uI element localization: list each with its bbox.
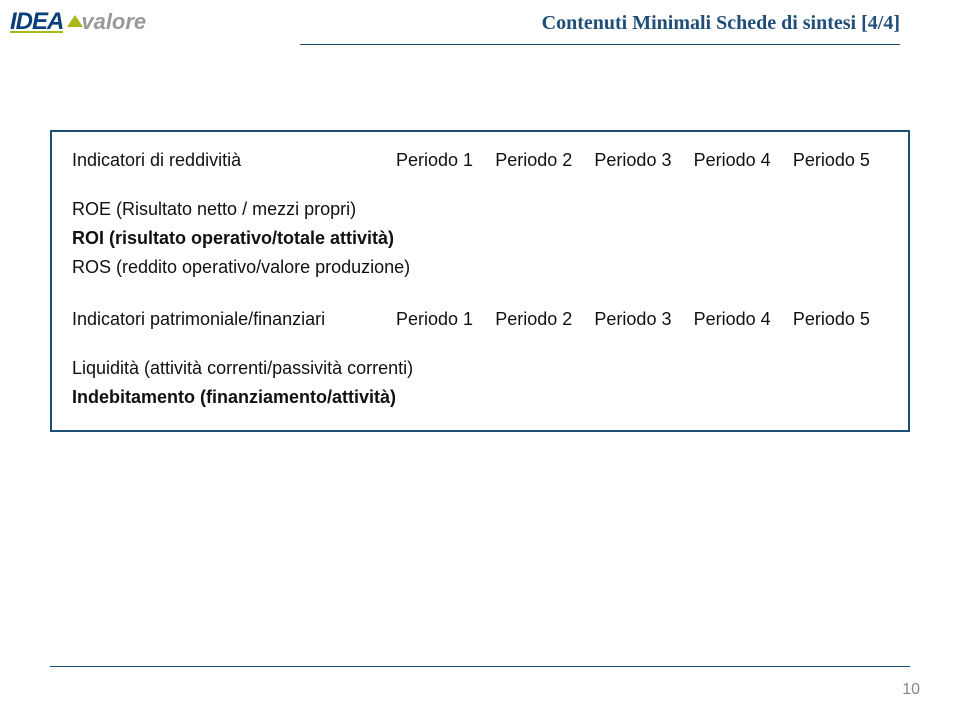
period-col: Periodo 4 bbox=[690, 309, 789, 330]
logo-secondary: valore bbox=[81, 9, 146, 34]
section1-header-row: Indicatori di reddivitià Periodo 1 Perio… bbox=[72, 150, 888, 171]
section2-header-row: Indicatori patrimoniale/finanziari Perio… bbox=[72, 309, 888, 330]
section1-label: Indicatori di reddivitià bbox=[72, 150, 392, 171]
header-divider bbox=[300, 44, 900, 45]
table-row: Liquidità (attività correnti/passività c… bbox=[72, 354, 888, 383]
table-row: ROS (reddito operativo/valore produzione… bbox=[72, 253, 888, 282]
footer-divider bbox=[50, 666, 910, 667]
period-col: Periodo 5 bbox=[789, 309, 888, 330]
indicators-table: Indicatori di reddivitià Periodo 1 Perio… bbox=[50, 130, 910, 432]
page-number: 10 bbox=[902, 681, 920, 699]
table-row: ROE (Risultato netto / mezzi propri) bbox=[72, 195, 888, 224]
section1-periods: Periodo 1 Periodo 2 Periodo 3 Periodo 4 … bbox=[392, 150, 888, 171]
period-col: Periodo 1 bbox=[392, 309, 491, 330]
logo-primary: IDEA bbox=[10, 13, 63, 33]
page-title: Contenuti Minimali Schede di sintesi [4/… bbox=[542, 12, 900, 35]
period-col: Periodo 2 bbox=[491, 150, 590, 171]
table-row: ROI (risultato operativo/totale attività… bbox=[72, 224, 888, 253]
logo: IDEA valore bbox=[10, 8, 146, 36]
section2-periods: Periodo 1 Periodo 2 Periodo 3 Periodo 4 … bbox=[392, 309, 888, 330]
period-col: Periodo 1 bbox=[392, 150, 491, 171]
period-col: Periodo 2 bbox=[491, 309, 590, 330]
section1-rows: ROE (Risultato netto / mezzi propri) ROI… bbox=[72, 195, 888, 281]
period-col: Periodo 5 bbox=[789, 150, 888, 171]
period-col: Periodo 3 bbox=[590, 309, 689, 330]
logo-triangle-icon bbox=[67, 15, 83, 27]
section2-rows: Liquidità (attività correnti/passività c… bbox=[72, 354, 888, 412]
table-row: Indebitamento (finanziamento/attività) bbox=[72, 383, 888, 412]
period-col: Periodo 3 bbox=[590, 150, 689, 171]
period-col: Periodo 4 bbox=[690, 150, 789, 171]
section2-label: Indicatori patrimoniale/finanziari bbox=[72, 309, 392, 330]
